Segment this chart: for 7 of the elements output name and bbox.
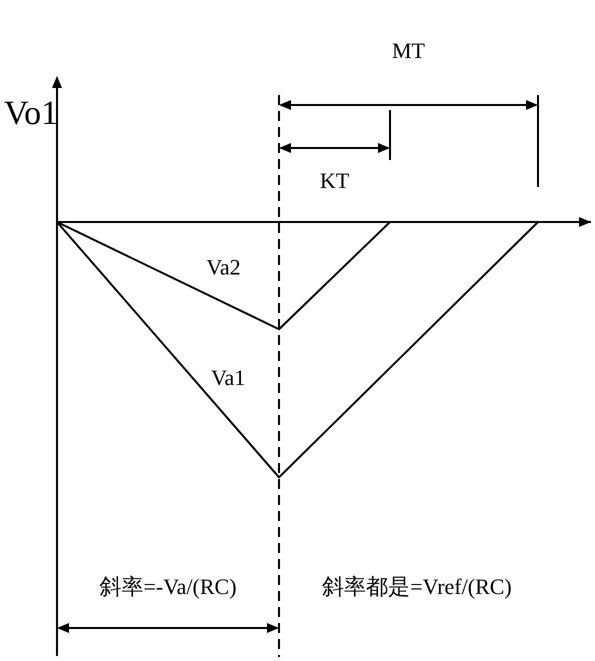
text: MT xyxy=(392,38,426,63)
series-label: Va2 xyxy=(206,254,241,280)
series-label: Va1 xyxy=(211,365,246,390)
text: 斜率都是=Vref/(RC) xyxy=(322,574,512,599)
text: 斜率=-Va/(RC) xyxy=(99,574,237,599)
text: KT xyxy=(320,168,350,193)
y-axis-title: Vo1 xyxy=(4,95,58,132)
